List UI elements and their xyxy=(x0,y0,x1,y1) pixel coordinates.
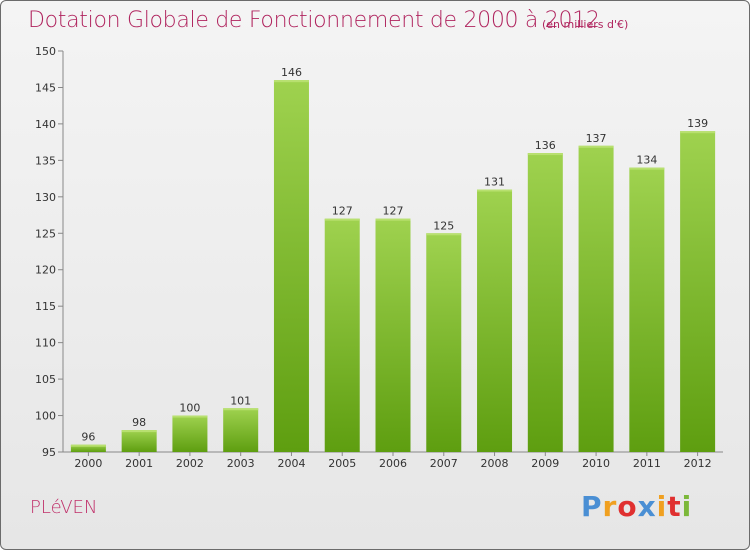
bar xyxy=(680,131,716,452)
bar-highlight xyxy=(680,131,716,134)
logo-letter: t xyxy=(667,490,682,523)
y-tick-label: 95 xyxy=(42,446,56,459)
bar xyxy=(629,167,665,452)
y-tick-label: 115 xyxy=(35,300,56,313)
logo-letter: P xyxy=(581,490,603,523)
logo-letter: i xyxy=(681,490,693,523)
bar-highlight xyxy=(527,153,563,156)
data-label: 146 xyxy=(281,66,302,79)
bar xyxy=(172,415,208,452)
bar xyxy=(223,408,259,452)
bar-highlight xyxy=(324,218,360,221)
y-tick-label: 130 xyxy=(35,191,56,204)
proxiti-logo: Proxiti xyxy=(581,490,692,523)
y-tick-label: 105 xyxy=(35,373,56,386)
data-label: 137 xyxy=(586,132,607,145)
x-tick-label: 2007 xyxy=(430,457,458,470)
y-tick-label: 110 xyxy=(35,337,56,350)
x-tick-label: 2011 xyxy=(633,457,661,470)
y-tick-label: 140 xyxy=(35,118,56,131)
logo-letter: i xyxy=(656,490,668,523)
x-tick-label: 2002 xyxy=(176,457,204,470)
bar-highlight xyxy=(426,233,462,236)
data-label: 98 xyxy=(132,416,146,429)
x-tick-label: 2010 xyxy=(582,457,610,470)
bar-highlight xyxy=(273,80,309,83)
data-label: 139 xyxy=(687,117,708,130)
x-tick-label: 2008 xyxy=(481,457,509,470)
data-label: 134 xyxy=(636,154,657,167)
bar xyxy=(375,218,411,452)
chart-title: Dotation Globale de Fonctionnement de 20… xyxy=(28,8,600,33)
bar-highlight xyxy=(375,218,411,221)
x-tick-label: 2006 xyxy=(379,457,407,470)
data-label: 101 xyxy=(230,394,251,407)
x-tick-label: 2005 xyxy=(328,457,356,470)
bar xyxy=(70,444,106,452)
bar-highlight xyxy=(121,430,157,433)
bar xyxy=(324,218,360,452)
x-tick-label: 2009 xyxy=(531,457,559,470)
bar-highlight xyxy=(172,415,208,418)
x-tick-label: 2012 xyxy=(684,457,712,470)
data-label: 100 xyxy=(179,402,200,415)
data-label: 125 xyxy=(433,219,454,232)
bar xyxy=(527,153,563,452)
logo-letter: o xyxy=(617,490,638,523)
bar-highlight xyxy=(70,444,106,447)
bar xyxy=(578,145,614,453)
logo-letter: r xyxy=(602,490,618,523)
logo-letter: x xyxy=(637,490,657,523)
y-tick-label: 125 xyxy=(35,227,56,240)
data-label: 96 xyxy=(81,431,95,444)
chart-data-labels: 96 98 100 101 146 127 127 125 131 136 137 134 139 xyxy=(81,66,708,444)
bar xyxy=(477,189,513,452)
chart-bars xyxy=(70,80,716,453)
x-tick-label: 2003 xyxy=(227,457,255,470)
bar-highlight xyxy=(223,408,259,411)
x-tick-label: 2004 xyxy=(277,457,305,470)
y-tick-label: 135 xyxy=(35,154,56,167)
data-label: 127 xyxy=(383,205,404,218)
chart-axes: 95 100 105 110 115 120 125 130 135 140 145 150 2000 2… xyxy=(35,45,723,470)
bar xyxy=(273,80,309,452)
data-label: 127 xyxy=(332,205,353,218)
y-tick-label: 150 xyxy=(35,45,56,58)
bar-highlight xyxy=(477,189,513,192)
data-label: 136 xyxy=(535,139,556,152)
x-tick-label: 2000 xyxy=(74,457,102,470)
bar-highlight xyxy=(578,145,614,148)
y-tick-label: 120 xyxy=(35,264,56,277)
y-tick-label: 145 xyxy=(35,81,56,94)
bar xyxy=(426,233,462,452)
y-tick-label: 100 xyxy=(35,410,56,423)
x-tick-label: 2001 xyxy=(125,457,153,470)
commune-name: PLéVEN xyxy=(30,497,98,518)
data-label: 131 xyxy=(484,176,505,189)
bar-highlight xyxy=(629,167,665,170)
bar xyxy=(121,430,157,452)
chart-unit-subtitle: (en milliers d'€) xyxy=(542,18,629,31)
